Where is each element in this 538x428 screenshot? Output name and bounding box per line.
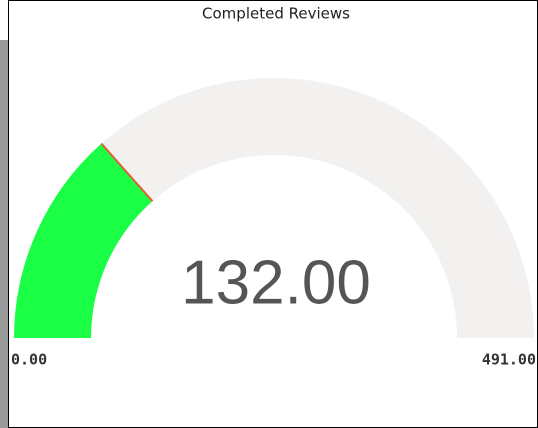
gauge: 132.00 0.00 491.00	[11, 78, 536, 369]
panel-shadow	[0, 40, 8, 428]
gauge-needle	[100, 142, 154, 202]
limit-label: 0.00	[11, 351, 47, 369]
chart-title: Completed Reviews	[202, 5, 350, 23]
gauge-value	[14, 143, 153, 338]
gauge-track	[14, 78, 534, 338]
limit-label: 491.00	[482, 351, 536, 369]
value-label: 132.00	[181, 248, 371, 317]
